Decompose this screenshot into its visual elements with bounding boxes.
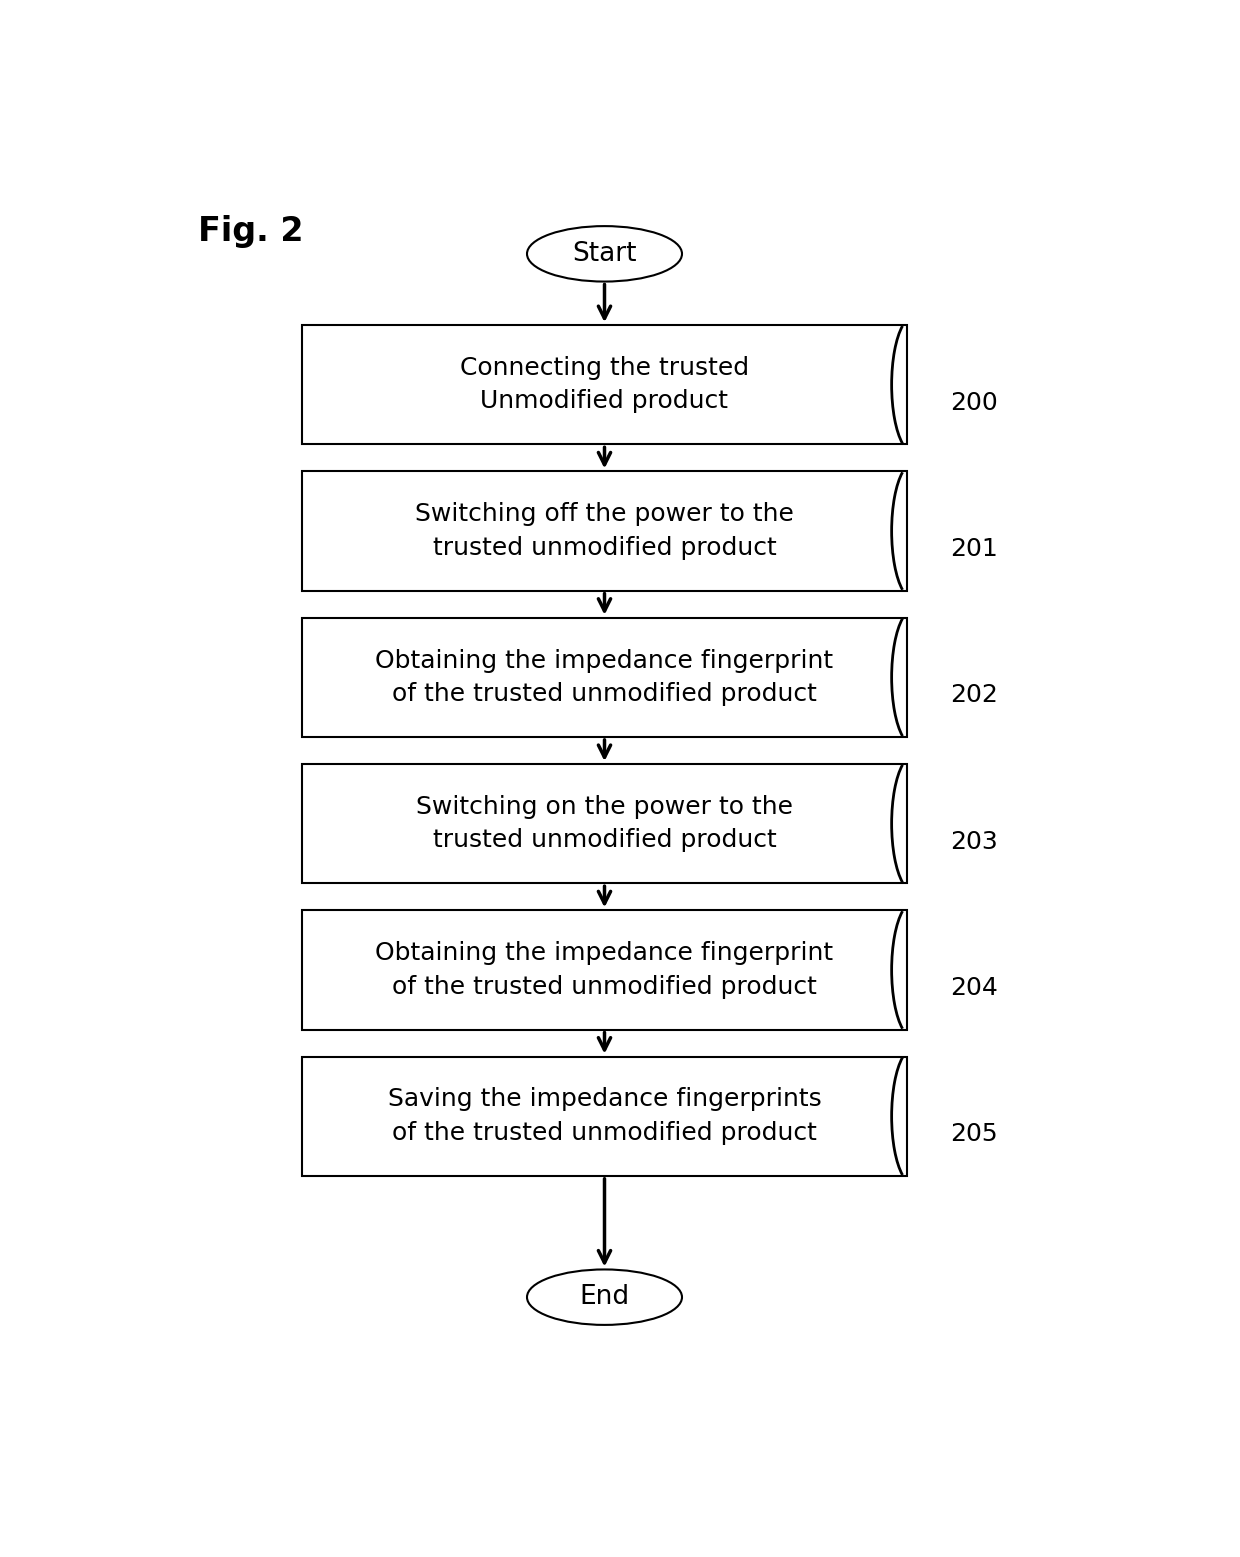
Text: 202: 202 [950,684,998,707]
Bar [303,472,906,590]
Text: Switching off the power to the
trusted unmodified product: Switching off the power to the trusted u… [415,503,794,561]
Text: Obtaining the impedance fingerprint
of the trusted unmodified product: Obtaining the impedance fingerprint of t… [376,649,833,705]
Text: End: End [579,1285,630,1309]
Text: 201: 201 [950,537,997,561]
Text: 200: 200 [950,391,997,414]
Text: 203: 203 [950,830,997,853]
Text: Obtaining the impedance fingerprint
of the trusted unmodified product: Obtaining the impedance fingerprint of t… [376,940,833,998]
Text: 205: 205 [950,1123,997,1146]
Text: 204: 204 [950,976,998,1000]
Bar [303,764,906,883]
Bar [303,1057,906,1176]
Text: Start: Start [572,241,637,266]
Bar [303,618,906,736]
Bar [303,325,906,444]
Text: Connecting the trusted
Unmodified product: Connecting the trusted Unmodified produc… [460,357,749,414]
Text: Fig. 2: Fig. 2 [197,215,303,248]
Ellipse shape [527,226,682,282]
Bar [303,911,906,1029]
Ellipse shape [527,1269,682,1325]
Text: Switching on the power to the
trusted unmodified product: Switching on the power to the trusted un… [415,796,794,852]
Text: Saving the impedance fingerprints
of the trusted unmodified product: Saving the impedance fingerprints of the… [388,1087,821,1144]
